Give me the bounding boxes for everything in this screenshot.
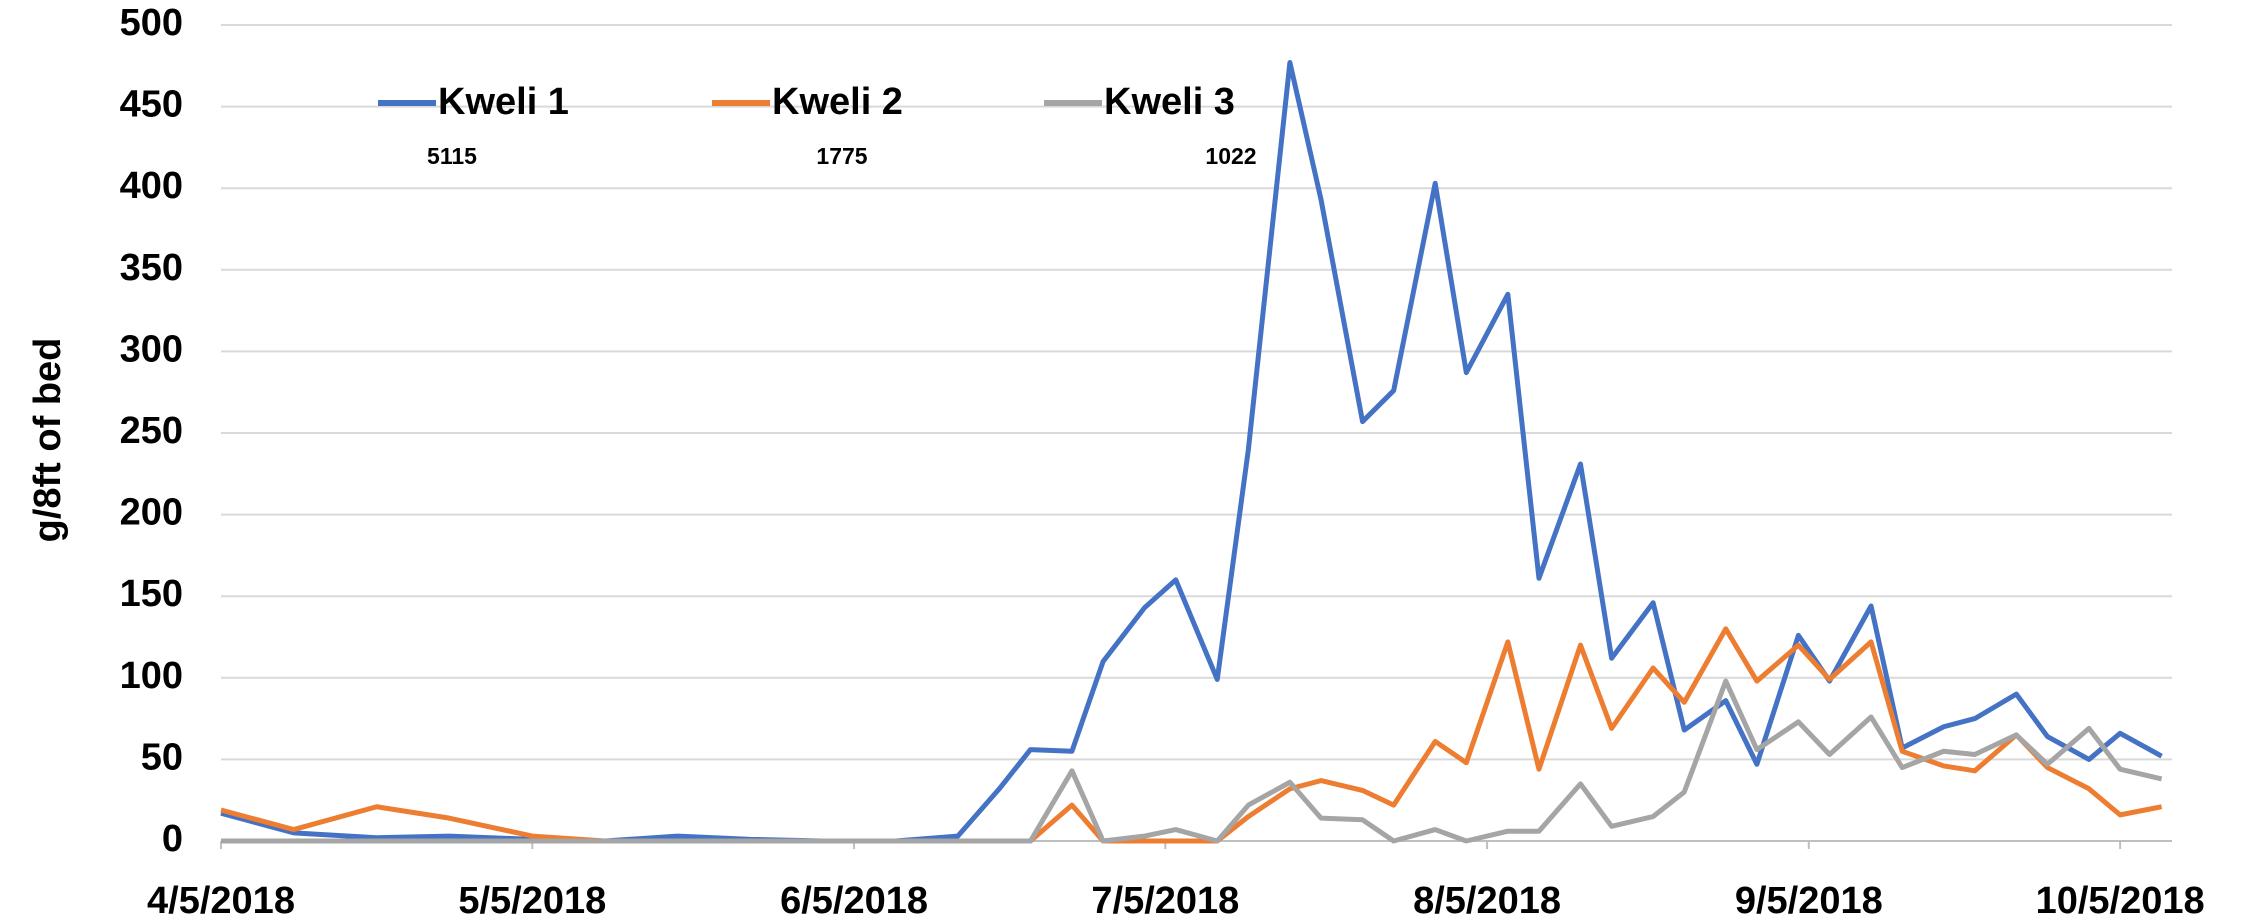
y-tick-label: 200 — [120, 492, 183, 534]
y-tick-label: 250 — [120, 410, 183, 452]
x-tick-label: 5/5/2018 — [458, 880, 606, 919]
annotation: 5115 — [427, 143, 477, 169]
y-tick-label: 400 — [120, 165, 183, 207]
y-tick-label: 500 — [120, 2, 183, 44]
x-tick-label: 10/5/2018 — [2036, 880, 2205, 919]
legend-label: Kweli 2 — [772, 81, 903, 123]
y-tick-label: 0 — [162, 818, 183, 860]
series-line — [220, 626, 2163, 844]
y-tick-label: 150 — [120, 573, 183, 615]
x-tick-label: 7/5/2018 — [1091, 880, 1239, 919]
x-tick-label: 6/5/2018 — [780, 880, 928, 919]
x-tick-label: 4/5/2018 — [147, 880, 295, 919]
y-tick-label: 50 — [141, 736, 183, 778]
legend-label: Kweli 1 — [438, 81, 569, 123]
y-tick-label: 350 — [120, 247, 183, 289]
y-tick-label: 300 — [120, 328, 183, 370]
legend-label: Kweli 3 — [1104, 81, 1235, 123]
x-tick-label: 9/5/2018 — [1735, 880, 1883, 919]
y-tick-label: 450 — [120, 84, 183, 126]
series-line — [221, 678, 2163, 844]
annotation: 1775 — [816, 143, 867, 169]
series-line — [220, 60, 2163, 844]
annotation: 1022 — [1205, 143, 1256, 169]
x-tick-label: 8/5/2018 — [1413, 880, 1561, 919]
y-axis-label: g/8ft of bed — [27, 338, 69, 543]
y-tick-label: 100 — [120, 655, 183, 697]
